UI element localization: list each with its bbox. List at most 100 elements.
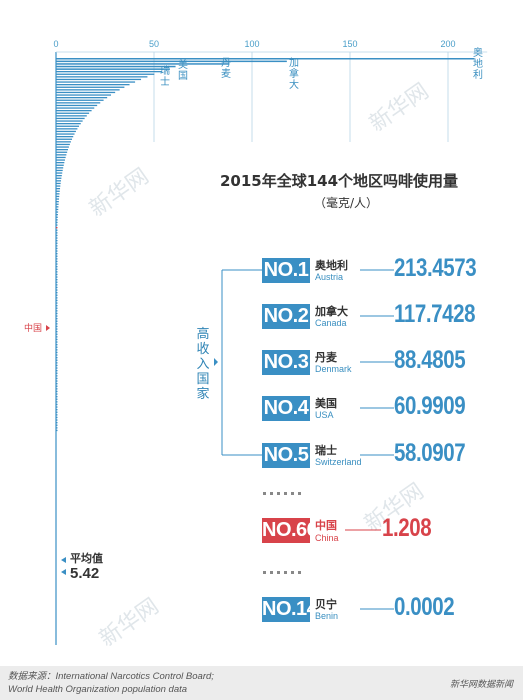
country-name: 美国 [315,397,337,410]
bar [56,307,58,309]
country-name: 瑞士 [315,444,337,457]
bar [56,240,58,242]
bar [56,325,58,328]
bar [56,354,58,356]
average-pointer-icon [61,557,66,575]
bar [56,396,58,398]
bar [56,167,64,169]
bar [56,76,148,78]
bar [56,271,58,273]
bar [56,102,101,104]
bar [56,375,58,377]
bar [56,380,58,382]
country-name: 中国 [315,519,337,532]
bar [56,175,62,177]
bar [56,328,58,330]
bar [56,117,85,120]
bar [56,351,58,354]
bar [56,219,58,221]
bar [56,344,58,346]
bar [56,427,58,429]
country-name: 加拿大 [315,305,348,318]
bar [56,284,58,286]
bar [56,289,58,291]
bar [56,242,58,244]
bar [56,312,58,315]
bar [56,130,76,133]
bar [56,346,58,348]
bar [56,177,62,179]
bar [56,338,58,341]
bar [56,253,58,255]
bar-label: 奥 [473,46,483,59]
china-marker-icon [46,325,50,331]
country-name-en: USA [315,410,334,420]
bar [56,247,58,250]
bar [56,214,58,216]
chart-title: 2015年全球144个地区吗啡使用量 [220,172,459,190]
bar [56,232,58,234]
rank-badge: NO.5 [262,443,310,468]
bar [56,172,63,174]
bar [56,297,58,299]
bar [56,81,136,83]
bar [56,216,58,218]
bar [56,416,58,419]
bar-label: 瑞 [160,65,170,77]
bar [56,229,58,231]
bar [56,320,58,322]
bar [56,84,130,86]
bar [56,86,125,88]
bar [56,411,58,413]
bar [56,159,65,161]
bar [56,68,170,70]
country-value: 88.4805 [394,346,466,374]
bar [56,341,58,343]
bar [56,250,58,252]
bar [56,422,58,424]
bar-label: 丹 [221,57,231,69]
group-label: 高收入国家 [196,327,210,402]
bar-label: 国 [178,70,188,82]
bar-label: 士 [160,75,170,88]
bar [56,120,83,122]
bar [56,60,287,63]
x-tick-label: 100 [244,39,259,49]
bar [56,273,58,276]
bar [56,162,65,164]
bar [56,385,58,387]
footer: 数据来源：International Narcotics Control Boa… [0,666,523,700]
bar [56,164,64,166]
bar [56,206,59,208]
country-name: 奥地利 [315,259,348,272]
bar [56,224,58,226]
bar [56,390,58,393]
country-name-en: Canada [315,318,347,328]
bar [56,383,58,385]
bar [56,143,70,146]
bar [56,294,58,296]
bar [56,182,61,185]
bar-label: 麦 [221,68,231,80]
bar [56,299,58,302]
bar [56,336,58,338]
bar [56,429,58,432]
bar [56,333,58,335]
bar [56,370,58,372]
country-value: 117.7428 [394,300,476,328]
bar [56,128,78,130]
bar-label: 美 [178,58,188,71]
bar [56,58,475,60]
bar-label: 大 [289,78,299,91]
bar [56,255,58,257]
rank-badge: NO.2 [262,304,310,329]
bar [56,403,58,406]
bar-label: 加 [289,57,299,69]
bar [56,221,58,224]
bar [56,234,58,237]
bar [56,141,71,143]
bar [56,188,61,190]
bar [56,263,58,265]
bar [56,154,67,156]
bar [56,63,230,65]
